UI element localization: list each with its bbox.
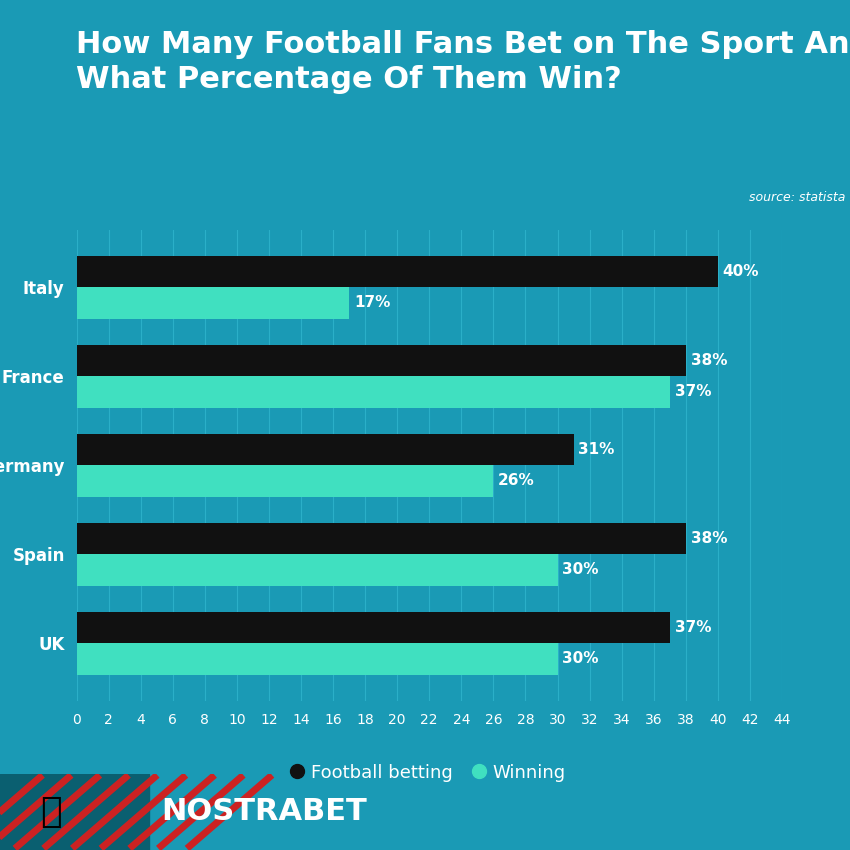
Text: 40%: 40% (722, 264, 759, 280)
Bar (76, 287, 349, 319)
Text: 30%: 30% (563, 651, 599, 666)
Bar (76, 524, 686, 554)
Bar (76, 434, 574, 466)
Text: NOSTRABET: NOSTRABET (162, 797, 367, 826)
Text: source: statista: source: statista (750, 191, 846, 204)
Bar (76, 466, 493, 496)
Text: 17%: 17% (354, 296, 390, 310)
Bar (76, 554, 558, 586)
Text: 38%: 38% (690, 354, 727, 368)
Bar (76, 612, 670, 643)
Bar (76, 256, 718, 287)
Text: 30%: 30% (563, 563, 599, 577)
Legend: Football betting, Winning: Football betting, Winning (284, 755, 575, 791)
Text: 31%: 31% (578, 442, 615, 457)
Text: ⚽: ⚽ (40, 795, 62, 829)
Text: 26%: 26% (498, 473, 535, 489)
Bar (76, 345, 686, 377)
Text: 38%: 38% (690, 531, 727, 547)
Text: 37%: 37% (675, 384, 711, 399)
Text: How Many Football Fans Bet on The Sport And
What Percentage Of Them Win?: How Many Football Fans Bet on The Sport … (76, 30, 850, 94)
Bar (76, 643, 558, 675)
Bar (76, 377, 670, 407)
Text: 37%: 37% (675, 620, 711, 635)
Bar (0, 774, 149, 850)
